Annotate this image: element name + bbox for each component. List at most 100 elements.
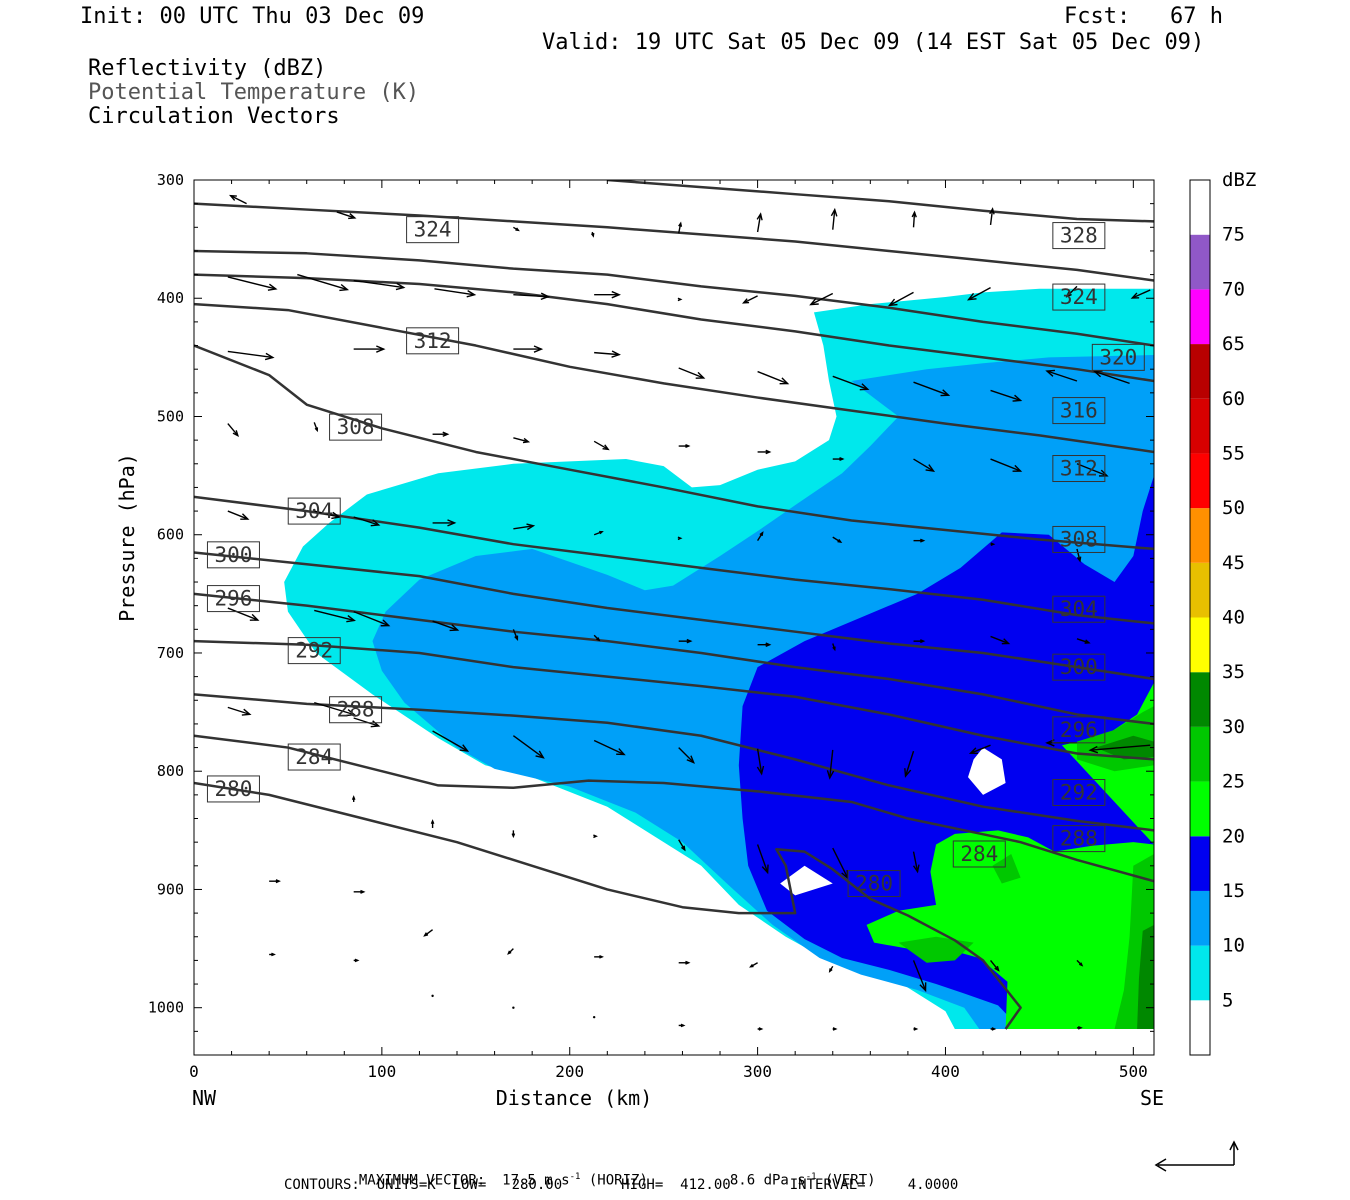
theta-label: 296 [206, 585, 260, 613]
theta-label-box [287, 637, 341, 665]
vector-shaft [912, 212, 916, 228]
left-end-label: NW [192, 1086, 217, 1110]
colorbar-tick-label: 40 [1222, 607, 1245, 629]
circulation-vector [269, 952, 276, 957]
circulation-vector [826, 749, 835, 780]
vector-head [370, 519, 381, 527]
colorbar-tick-label: 25 [1222, 771, 1245, 793]
vector-shaft [353, 279, 404, 289]
vector-head [991, 1027, 997, 1031]
vector-head [228, 194, 237, 201]
vector-head [459, 744, 470, 752]
vector-head [832, 1027, 838, 1031]
theta-label-box [287, 497, 341, 525]
theta-label-box [952, 840, 1006, 868]
colorbar-tick-label: 20 [1222, 825, 1245, 847]
vector-head [611, 290, 621, 299]
circulation-vector [809, 292, 834, 306]
circulation-vector [678, 839, 686, 852]
theta-label-box [1052, 455, 1106, 483]
circulation-vector [353, 345, 386, 353]
vector-head [449, 624, 460, 632]
vector-shaft [904, 750, 915, 777]
circulation-vector [313, 422, 319, 433]
theta-label-text: 296 [214, 587, 252, 611]
theta-contour-324 [194, 202, 1154, 282]
theta-label-text: 300 [1060, 655, 1098, 679]
max-vector-note: MAXIMUM VECTOR: 17.5 m s-1 (HORIZ) 8.6 dP… [342, 1159, 876, 1188]
vector-head [940, 389, 951, 397]
vector-head [346, 615, 356, 623]
colorbar-tick-label: 10 [1222, 935, 1245, 957]
vector-shaft [593, 440, 609, 450]
vector-shaft [297, 273, 348, 291]
vector-shaft [743, 295, 758, 304]
theta-label: 324 [1052, 283, 1106, 311]
circulation-vector [677, 297, 683, 302]
circulation-vector [830, 207, 838, 230]
vector-shaft [989, 208, 994, 226]
vector-head [830, 207, 838, 217]
circulation-vector [1076, 463, 1109, 477]
theta-label-text: 324 [414, 218, 452, 242]
vector-shaft [227, 607, 259, 621]
vector-head [695, 371, 706, 379]
vector-head [590, 232, 595, 238]
circulation-vector [513, 292, 551, 301]
max-vector-horiz-unit: -1 [569, 1172, 581, 1182]
circulation-vector [990, 1027, 997, 1031]
colorbar-swatch [1190, 1000, 1210, 1055]
circulation-vector [228, 194, 247, 205]
vector-shaft [912, 851, 919, 872]
vector-head [809, 297, 819, 306]
circulation-vector [913, 639, 926, 644]
circulation-vector [594, 290, 621, 299]
circulation-vector [1076, 548, 1082, 563]
colorbar-swatch [1190, 562, 1210, 618]
theta-label-box [329, 413, 383, 441]
vector-head [990, 542, 996, 547]
circulation-vector [678, 367, 706, 379]
plot-frame [193, 179, 1155, 1056]
theta-label: 292 [287, 637, 341, 665]
vector-head [346, 708, 356, 717]
circulation-vector [990, 389, 1023, 402]
theta-label-box [1052, 525, 1106, 553]
vector-head [314, 427, 319, 433]
vector-shaft [512, 735, 544, 759]
circulation-vector [677, 536, 683, 541]
forecast-hour: Fcst: 67 h [1064, 4, 1223, 29]
vector-head [1130, 292, 1140, 299]
theta-label-text: 312 [414, 329, 452, 353]
circulation-vector [832, 375, 870, 391]
vector-head [339, 283, 350, 292]
circulation-vector [432, 431, 450, 437]
theta-contour-284 [194, 734, 1154, 883]
vector-head [677, 297, 683, 302]
vector-head [1078, 962, 1084, 967]
circulation-vector [430, 819, 435, 828]
circulation-vector [1065, 285, 1078, 298]
vector-head [599, 955, 604, 959]
reflectivity-gap [968, 747, 1006, 795]
circulation-vector [314, 510, 341, 520]
circulation-vector [756, 844, 769, 875]
circulation-vector [966, 286, 991, 301]
vector-head [522, 437, 531, 444]
vector-head [920, 639, 926, 644]
theta-contour-304 [194, 495, 1154, 625]
reflectivity-region-30dbz [1137, 924, 1154, 1029]
theta-label-box [1052, 283, 1106, 311]
theta-label-text: 328 [1060, 224, 1098, 248]
theta-label-text: 304 [295, 499, 333, 523]
vector-head [912, 864, 920, 874]
vector-head [1065, 291, 1072, 298]
y-tick-label: 800 [157, 762, 184, 780]
vector-shaft [970, 744, 991, 754]
vector-head [686, 638, 693, 644]
vector-shaft [594, 351, 620, 356]
vector-head [859, 383, 870, 391]
theta-label: 280 [847, 870, 901, 898]
vector-head [904, 768, 912, 778]
theta-label: 308 [1052, 525, 1106, 553]
